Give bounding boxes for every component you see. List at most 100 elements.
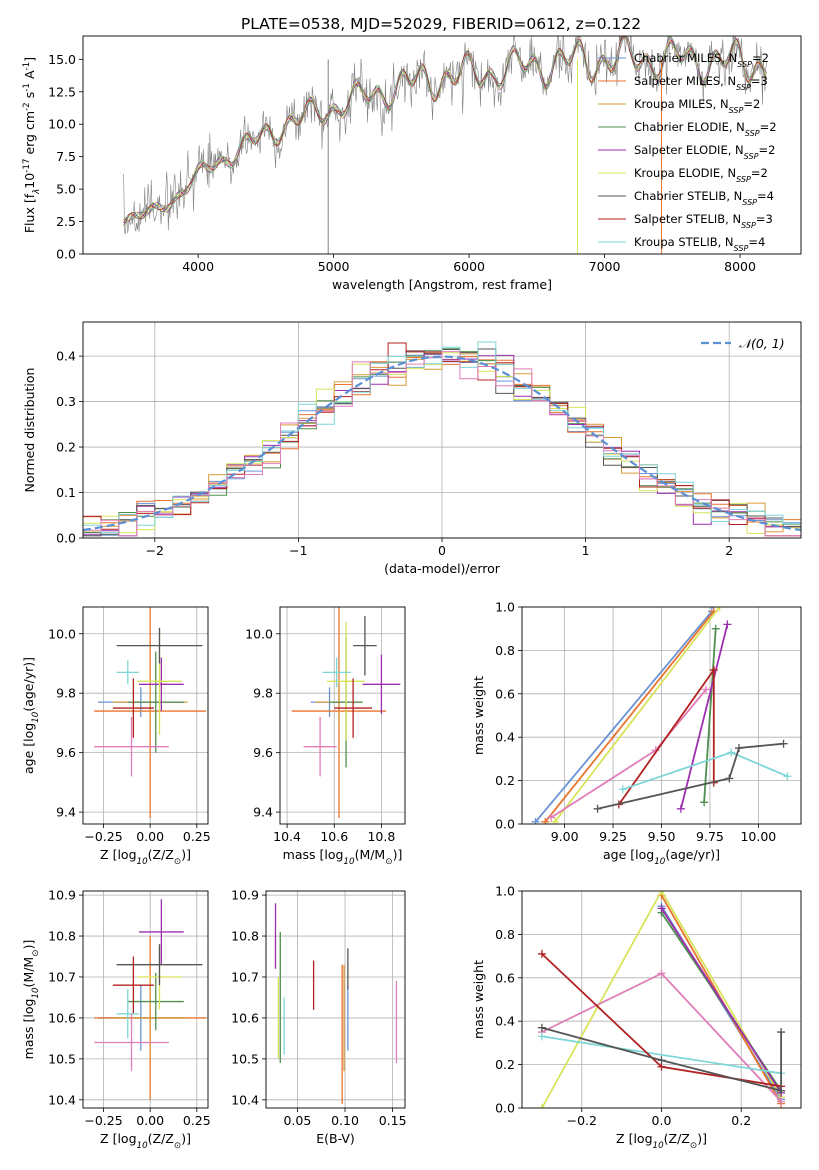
weight-point-marker <box>547 813 556 822</box>
mass-vs-Z-panel: −0.25 0.00 0.25 10.4 10.5 10.6 10.7 10.8 10.9 Z [… <box>21 888 211 1151</box>
y-tick-label: 10.4 <box>231 1092 259 1107</box>
axes-frame <box>265 890 406 1109</box>
weight-point-marker <box>727 748 736 757</box>
weight-series-line <box>680 624 729 810</box>
weight-point-marker <box>777 1028 786 1037</box>
y-tick-label: 0.4 <box>495 1014 515 1029</box>
x-axis-label: wavelength [Angstrom, rest frame] <box>332 277 552 292</box>
y-tick-label: 0.0 <box>495 1101 515 1116</box>
x-tick-label: 4000 <box>182 259 214 274</box>
x-tick-label: 9.75 <box>696 829 724 844</box>
x-tick-label: −0.25 <box>84 1113 122 1128</box>
weight-series-line <box>541 1035 782 1075</box>
y-tick-label: 0.8 <box>495 643 515 658</box>
plot-area <box>94 899 207 1100</box>
age-vs-Z-panel: −0.25 0.00 0.25 9.4 9.6 9.8 10.0 Z [log10(Z/Z⊙)… <box>21 606 211 867</box>
plot-area <box>83 341 801 537</box>
x-tick-label: 0.15 <box>379 1113 407 1128</box>
plot-area <box>537 891 786 1108</box>
y-tick-label: 0.4 <box>495 730 515 745</box>
x-tick-label: 7000 <box>589 259 621 274</box>
y-tick-label: 2.5 <box>56 214 76 229</box>
legend-label: Kroupa ELODIE, NSSP=2 <box>634 166 768 184</box>
x-axis-label: Z [log10(Z/Z⊙)] <box>616 1131 707 1151</box>
figure-title: PLATE=0538, MJD=52029, FIBERID=0612, z=0… <box>241 15 641 33</box>
weight-point-marker <box>657 904 666 913</box>
y-tick-label: 0.2 <box>495 773 515 788</box>
weight-point-marker <box>593 804 602 813</box>
axes-frame <box>521 890 802 1109</box>
legend-label: 𝒩(0, 1) <box>739 336 785 351</box>
x-axis-label: mass [log10(M/M⊙)] <box>283 847 403 867</box>
legend-label: Chabrier STELIB, NSSP=4 <box>634 189 774 207</box>
weight-series-line <box>554 607 721 823</box>
y-tick-label: 0.3 <box>56 394 76 409</box>
axes-frame <box>521 606 802 825</box>
weight-series-line <box>541 891 782 1108</box>
weight-series-line <box>597 742 784 810</box>
y-axis-label: age [log10(age/yr)] <box>21 657 41 774</box>
massweight-vs-age-panel: 9.00 9.25 9.50 9.75 10.00 0.0 0.2 0.4 0.6 0.8 1.0 a… <box>471 600 802 867</box>
legend-label: Salpeter STELIB, NSSP=3 <box>634 212 773 230</box>
legend: Chabrier MILES, NSSP=2 Salpeter MILES, NS… <box>598 51 777 253</box>
y-tick-label: 0.1 <box>56 485 76 500</box>
weight-point-marker <box>777 1097 786 1106</box>
weight-point-marker <box>531 817 540 824</box>
x-tick-label: −1 <box>289 543 307 558</box>
y-tick-label: 0.0 <box>56 531 76 546</box>
spectrum-model-line <box>123 36 767 223</box>
x-tick-label: 2 <box>725 543 733 558</box>
y-tick-label: 10.9 <box>231 888 259 903</box>
y-tick-label: 10.0 <box>48 117 76 132</box>
massweight-vs-Z-panel: −0.2 0.0 0.2 0.0 0.2 0.4 0.6 0.8 1.0 Z [log10(Z/Z… <box>471 884 802 1151</box>
weight-point-marker <box>725 774 734 783</box>
y-tick-label: 10.0 <box>245 626 273 641</box>
weight-series-line <box>660 907 782 1094</box>
y-tick-label: 10.4 <box>48 1092 76 1107</box>
plot-area <box>531 607 792 824</box>
y-tick-label: 0.4 <box>56 349 76 364</box>
weight-point-marker <box>783 772 792 781</box>
plot-area <box>123 36 767 254</box>
weight-point-marker <box>537 949 546 958</box>
weight-series-line <box>544 610 715 823</box>
y-tick-label: 15.0 <box>48 52 76 67</box>
y-tick-label: 0.2 <box>495 1057 515 1072</box>
x-tick-label: 0.00 <box>136 1113 164 1128</box>
weight-series-line <box>541 1026 782 1092</box>
spectrum-panel: 4000 5000 6000 7000 8000 0.0 2.5 5.0 7.5 10.0 12.5… <box>22 35 802 292</box>
spectrum-data-line <box>123 36 767 235</box>
axes-frame <box>82 606 209 825</box>
weight-point-marker <box>711 624 720 633</box>
plot-area <box>274 903 398 1104</box>
x-tick-label: 0.10 <box>331 1113 359 1128</box>
weight-point-marker <box>700 798 709 807</box>
x-axis-label: age [log10(age/yr)] <box>603 847 720 867</box>
y-tick-label: 10.6 <box>231 1010 259 1025</box>
y-tick-label: 7.5 <box>56 149 76 164</box>
y-tick-label: 5.0 <box>56 182 76 197</box>
legend-label: Kroupa MILES, NSSP=2 <box>634 97 760 115</box>
y-tick-label: 10.5 <box>48 1051 76 1066</box>
axes-frame <box>82 35 802 255</box>
x-tick-label: 8000 <box>724 259 756 274</box>
x-tick-label: 0.25 <box>183 1113 211 1128</box>
y-tick-label: 0.6 <box>495 686 515 701</box>
x-tick-label: 9.00 <box>551 829 579 844</box>
y-tick-label: 10.8 <box>231 929 259 944</box>
weight-series-line <box>534 610 713 823</box>
x-axis-label: Z [log10(Z/Z⊙)] <box>100 1131 191 1151</box>
y-tick-label: 12.5 <box>48 84 76 99</box>
x-axis-label: (data-model)/error <box>384 561 501 576</box>
x-tick-label: 10.6 <box>320 829 348 844</box>
axes-frame <box>82 890 209 1109</box>
x-axis-label: Z [log10(Z/Z⊙)] <box>100 847 191 867</box>
x-tick-label: 10.00 <box>740 829 776 844</box>
y-axis-label: mass weight <box>471 960 486 1039</box>
weight-point-marker <box>709 665 718 674</box>
weight-point-marker <box>550 817 559 824</box>
y-axis-label: mass [log10(M/M⊙)] <box>21 940 41 1060</box>
x-tick-label: 5000 <box>318 259 350 274</box>
mass-vs-ebv-panel: 0.05 0.10 0.15 10.4 10.5 10.6 10.7 10.8 10.9 E(B-… <box>231 888 406 1146</box>
